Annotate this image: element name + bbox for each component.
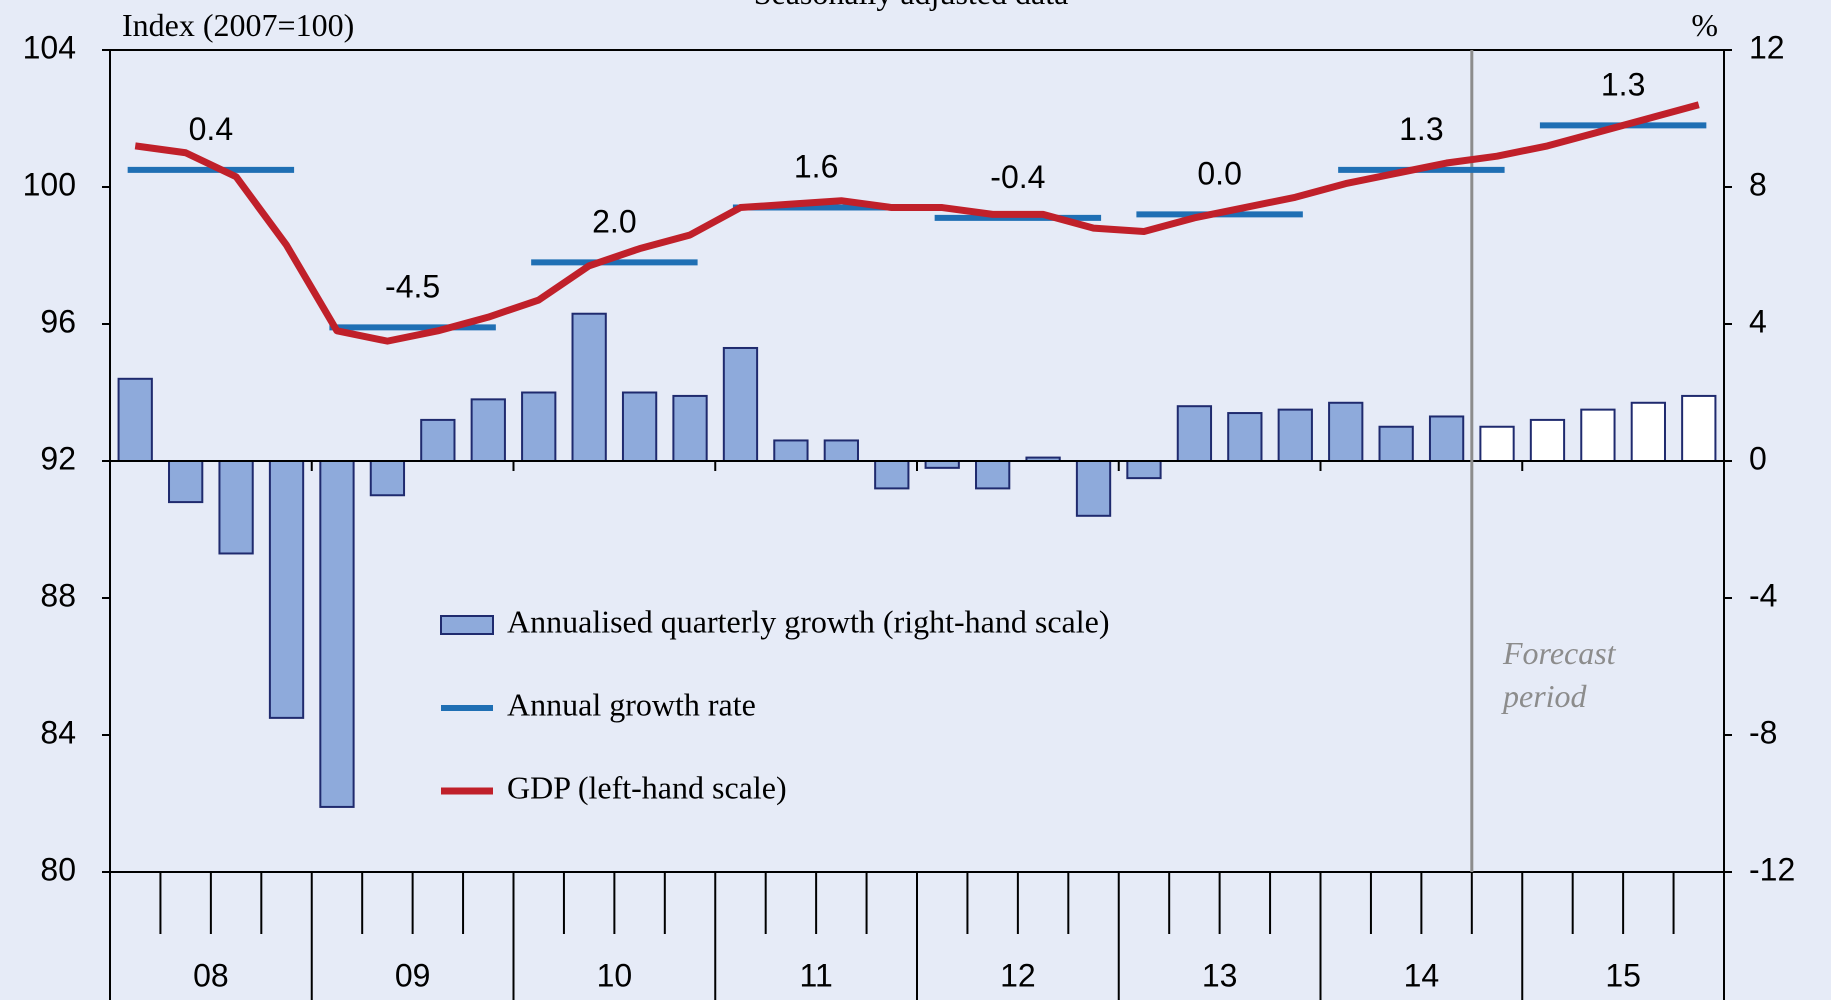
- legend-label: GDP (left-hand scale): [507, 769, 787, 805]
- y2-tick-label: 8: [1749, 166, 1767, 202]
- bar: [1378, 425, 1414, 462]
- bar: [1681, 394, 1717, 462]
- bar: [672, 394, 708, 462]
- x-tick-label: 08: [193, 957, 229, 993]
- x-tick-label: 11: [800, 957, 833, 993]
- x-tick-label: 15: [1605, 957, 1641, 993]
- legend-swatch: [440, 615, 494, 635]
- x-tick-label: 10: [597, 957, 633, 993]
- bar: [1277, 408, 1313, 462]
- annual-growth-label: -0.4: [990, 159, 1045, 195]
- bar: [571, 312, 607, 462]
- bar: [773, 439, 809, 463]
- y-tick-label: 96: [40, 303, 76, 339]
- annual-growth-label: 0.0: [1197, 155, 1241, 191]
- y-tick-label: 104: [23, 29, 76, 65]
- bar: [1126, 460, 1162, 480]
- legend-label: Annualised quarterly growth (right-hand …: [507, 603, 1109, 639]
- y2-tick-label: -4: [1749, 577, 1777, 613]
- y2-tick-label: -8: [1749, 714, 1777, 750]
- x-tick-label: 14: [1404, 957, 1440, 993]
- bar: [420, 418, 456, 462]
- bar: [1328, 401, 1364, 462]
- annual-growth-label: 2.0: [592, 203, 636, 239]
- y2-tick-label: -12: [1749, 851, 1795, 887]
- y2-axis-label: %: [1691, 7, 1718, 43]
- annual-growth-label: -4.5: [385, 268, 440, 304]
- bar: [1227, 412, 1263, 462]
- bar: [1580, 408, 1616, 462]
- bar: [1630, 401, 1666, 462]
- annual-growth-label: 0.4: [189, 111, 233, 147]
- gdp-line: [134, 101, 1700, 345]
- y-tick-label: 84: [40, 714, 76, 750]
- bar: [268, 460, 305, 719]
- forecast-label: Forecast period: [1503, 635, 1616, 714]
- x-tick-label: 09: [395, 957, 431, 993]
- legend-label: Annual growth rate: [507, 686, 756, 722]
- bar: [975, 460, 1011, 490]
- y2-tick-label: 12: [1749, 29, 1785, 65]
- y2-tick-label: 4: [1749, 303, 1767, 339]
- bar: [823, 439, 859, 463]
- bar: [874, 460, 910, 490]
- bar: [319, 460, 355, 808]
- bar: [1428, 415, 1465, 463]
- bar: [924, 460, 960, 469]
- bar: [1176, 405, 1213, 463]
- bar: [369, 460, 406, 497]
- y2-tick-label: 0: [1749, 440, 1767, 476]
- x-tick-label: 12: [1000, 957, 1036, 993]
- bar: [722, 346, 759, 463]
- annual-growth-label: 1.3: [1399, 111, 1443, 147]
- x-tick-label: 13: [1202, 957, 1238, 993]
- bar: [168, 460, 204, 504]
- y-axis-label: Index (2007=100): [122, 7, 354, 43]
- y-tick-label: 100: [23, 166, 76, 202]
- bar: [1479, 425, 1515, 462]
- y-tick-label: 88: [40, 577, 76, 613]
- bar: [1529, 418, 1566, 462]
- bar: [621, 391, 658, 462]
- bar: [470, 398, 506, 463]
- annual-growth-label: 1.6: [794, 149, 838, 185]
- bar: [117, 377, 153, 462]
- bar: [521, 391, 557, 462]
- chart-title: Seasonally adjusted data: [754, 0, 1069, 11]
- annual-growth-label: 1.3: [1601, 66, 1645, 102]
- bar: [1075, 460, 1112, 517]
- bar: [218, 460, 254, 555]
- y-tick-label: 80: [40, 851, 76, 887]
- y-tick-label: 92: [40, 440, 76, 476]
